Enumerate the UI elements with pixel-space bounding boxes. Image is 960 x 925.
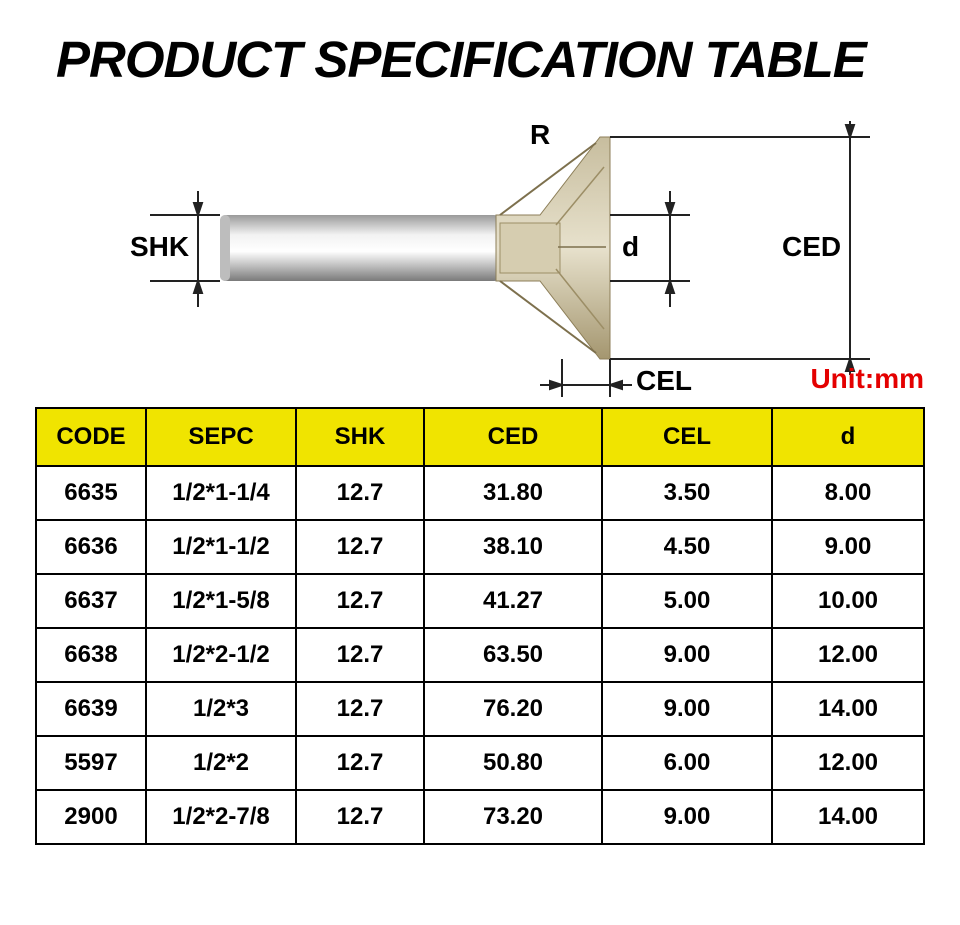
unit-label: Unit:mm (810, 363, 924, 395)
cell-ced: 41.27 (424, 574, 602, 628)
cell-d: 8.00 (772, 466, 924, 520)
cell-sepc: 1/2*3 (146, 682, 296, 736)
cell-cel: 9.00 (602, 628, 772, 682)
label-r: R (530, 119, 550, 151)
cell-ced: 31.80 (424, 466, 602, 520)
cell-cel: 4.50 (602, 520, 772, 574)
table-row: 2900 1/2*2-7/8 12.7 73.20 9.00 14.00 (36, 790, 924, 844)
cell-cel: 3.50 (602, 466, 772, 520)
cell-code: 6637 (36, 574, 146, 628)
cell-code: 6638 (36, 628, 146, 682)
col-header-sepc: SEPC (146, 408, 296, 466)
cell-shk: 12.7 (296, 736, 424, 790)
cell-ced: 38.10 (424, 520, 602, 574)
cell-code: 6635 (36, 466, 146, 520)
cell-d: 14.00 (772, 790, 924, 844)
cell-code: 6639 (36, 682, 146, 736)
table-row: 6639 1/2*3 12.7 76.20 9.00 14.00 (36, 682, 924, 736)
cell-d: 9.00 (772, 520, 924, 574)
dimension-diagram: SHK R d CED CEL Unit:mm (0, 97, 960, 407)
table-row: 6636 1/2*1-1/2 12.7 38.10 4.50 9.00 (36, 520, 924, 574)
col-header-shk: SHK (296, 408, 424, 466)
cell-sepc: 1/2*1-1/2 (146, 520, 296, 574)
cell-code: 5597 (36, 736, 146, 790)
cell-code: 6636 (36, 520, 146, 574)
cell-cel: 9.00 (602, 682, 772, 736)
cell-shk: 12.7 (296, 790, 424, 844)
cell-ced: 50.80 (424, 736, 602, 790)
table-body: 6635 1/2*1-1/4 12.7 31.80 3.50 8.00 6636… (36, 466, 924, 844)
cell-shk: 12.7 (296, 574, 424, 628)
cell-d: 12.00 (772, 628, 924, 682)
table-row: 5597 1/2*2 12.7 50.80 6.00 12.00 (36, 736, 924, 790)
page-title: PRODUCT SPECIFICATION TABLE (0, 0, 960, 97)
label-d: d (622, 231, 639, 263)
cell-ced: 73.20 (424, 790, 602, 844)
cell-shk: 12.7 (296, 628, 424, 682)
col-header-d: d (772, 408, 924, 466)
cell-cel: 9.00 (602, 790, 772, 844)
cell-d: 12.00 (772, 736, 924, 790)
label-cel: CEL (636, 365, 692, 397)
cell-cel: 6.00 (602, 736, 772, 790)
cell-shk: 12.7 (296, 682, 424, 736)
cell-shk: 12.7 (296, 520, 424, 574)
cell-cel: 5.00 (602, 574, 772, 628)
cell-sepc: 1/2*1-5/8 (146, 574, 296, 628)
cell-code: 2900 (36, 790, 146, 844)
cell-sepc: 1/2*2 (146, 736, 296, 790)
table-row: 6635 1/2*1-1/4 12.7 31.80 3.50 8.00 (36, 466, 924, 520)
col-header-ced: CED (424, 408, 602, 466)
col-header-cel: CEL (602, 408, 772, 466)
label-ced: CED (782, 231, 841, 263)
table-row: 6638 1/2*2-1/2 12.7 63.50 9.00 12.00 (36, 628, 924, 682)
cell-ced: 63.50 (424, 628, 602, 682)
label-shk: SHK (130, 231, 189, 263)
table-header-row: CODE SEPC SHK CED CEL d (36, 408, 924, 466)
cell-d: 14.00 (772, 682, 924, 736)
cell-sepc: 1/2*2-1/2 (146, 628, 296, 682)
spec-table: CODE SEPC SHK CED CEL d 6635 1/2*1-1/4 1… (35, 407, 925, 845)
cell-shk: 12.7 (296, 466, 424, 520)
cell-d: 10.00 (772, 574, 924, 628)
cell-ced: 76.20 (424, 682, 602, 736)
col-header-code: CODE (36, 408, 146, 466)
table-row: 6637 1/2*1-5/8 12.7 41.27 5.00 10.00 (36, 574, 924, 628)
cell-sepc: 1/2*2-7/8 (146, 790, 296, 844)
cell-sepc: 1/2*1-1/4 (146, 466, 296, 520)
